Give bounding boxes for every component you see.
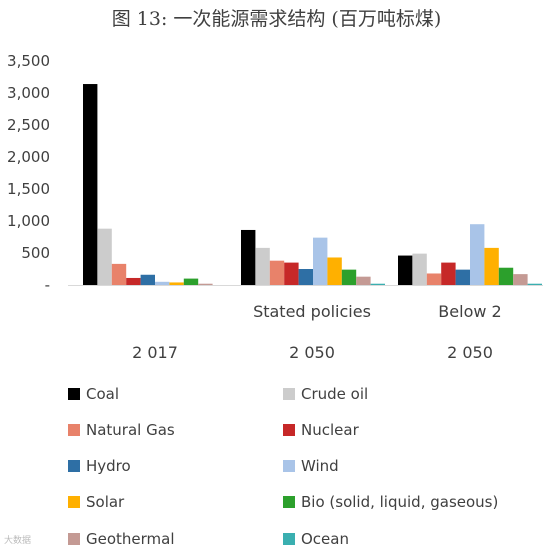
year-label: 2 050	[447, 343, 493, 362]
bar-solar	[169, 282, 184, 285]
legend-label: Natural Gas	[86, 421, 175, 439]
bar-wind	[155, 281, 170, 285]
bar-crude-oil	[97, 228, 112, 285]
legend-label: Solar	[86, 493, 125, 511]
legend-item: Hydro	[68, 457, 131, 475]
bar-ocean	[370, 283, 385, 285]
bar-wind	[313, 237, 328, 285]
bar-bio-solid-liquid-gaseous	[341, 269, 357, 285]
bar-bio-solid-liquid-gaseous	[183, 278, 199, 285]
bar-hydro	[455, 269, 470, 285]
bar-coal	[241, 229, 256, 285]
legend-item: Nuclear	[283, 421, 359, 439]
bar-solar	[484, 247, 499, 285]
y-tick-label: 3,000	[7, 84, 50, 102]
legend-label: Coal	[86, 385, 120, 403]
bar-coal	[398, 255, 413, 285]
bar-wind	[470, 224, 485, 285]
legend-item: Solar	[68, 493, 124, 511]
legend-swatch	[68, 388, 80, 400]
y-tick-label: 2,500	[7, 116, 50, 134]
legend-label: Hydro	[86, 457, 131, 475]
legend-item: Natural Gas	[68, 421, 175, 439]
legend-swatch	[283, 388, 295, 400]
y-tick-label: 3,500	[7, 52, 50, 70]
y-tick-label: 2,000	[7, 148, 50, 166]
legend-swatch	[283, 496, 295, 508]
bar-crude-oil	[412, 253, 427, 285]
bar-nuclear	[126, 277, 141, 285]
bar-nuclear	[284, 262, 299, 285]
legend-item: Bio (solid, liquid, gaseous)	[283, 493, 498, 511]
watermark: 大数据	[4, 536, 32, 546]
legend-item: Ocean	[283, 530, 349, 548]
legend-item: Wind	[283, 457, 339, 475]
legend-swatch	[283, 460, 295, 472]
bar-geothermal	[356, 276, 371, 285]
bar-hydro	[298, 269, 313, 285]
y-tick-label: 1,000	[7, 212, 50, 230]
bar-natural-gas	[426, 273, 442, 285]
legend-label: Bio (solid, liquid, gaseous)	[301, 493, 499, 511]
legend-swatch	[68, 496, 80, 508]
bar-geothermal	[198, 283, 213, 285]
legend-swatch	[68, 533, 80, 545]
legend-swatch	[283, 533, 295, 545]
bar-coal	[83, 84, 98, 285]
bar-bio-solid-liquid-gaseous	[498, 267, 514, 285]
bar-natural-gas	[269, 260, 285, 285]
legend-label: Crude oil	[301, 385, 369, 403]
scenario-label: Below 2	[438, 302, 501, 321]
legend-label: Geothermal	[86, 530, 175, 548]
y-tick-label: -	[45, 276, 50, 294]
legend-swatch	[283, 424, 295, 436]
bar-nuclear	[441, 262, 456, 285]
legend-label: Ocean	[301, 530, 349, 548]
legend-item: Crude oil	[283, 385, 368, 403]
legend-swatch	[68, 424, 80, 436]
y-tick-label: 500	[21, 244, 50, 262]
bar-ocean	[527, 283, 542, 285]
legend-label: Wind	[301, 457, 339, 475]
y-tick-label: 1,500	[7, 180, 50, 198]
bar-solar	[327, 257, 342, 285]
year-label: 2 017	[132, 343, 178, 362]
legend-item: Geothermal	[68, 530, 175, 548]
chart-title: 图 13: 一次能源需求结构 (百万吨标煤)	[111, 8, 442, 30]
bar-natural-gas	[111, 263, 127, 285]
year-label: 2 050	[289, 343, 335, 362]
bar-hydro	[140, 274, 155, 285]
legend-swatch	[68, 460, 80, 472]
scenario-label: Stated policies	[253, 302, 371, 321]
legend-item: Coal	[68, 385, 119, 403]
bar-geothermal	[513, 274, 528, 285]
bar-crude-oil	[255, 247, 270, 285]
legend-label: Nuclear	[301, 421, 359, 439]
